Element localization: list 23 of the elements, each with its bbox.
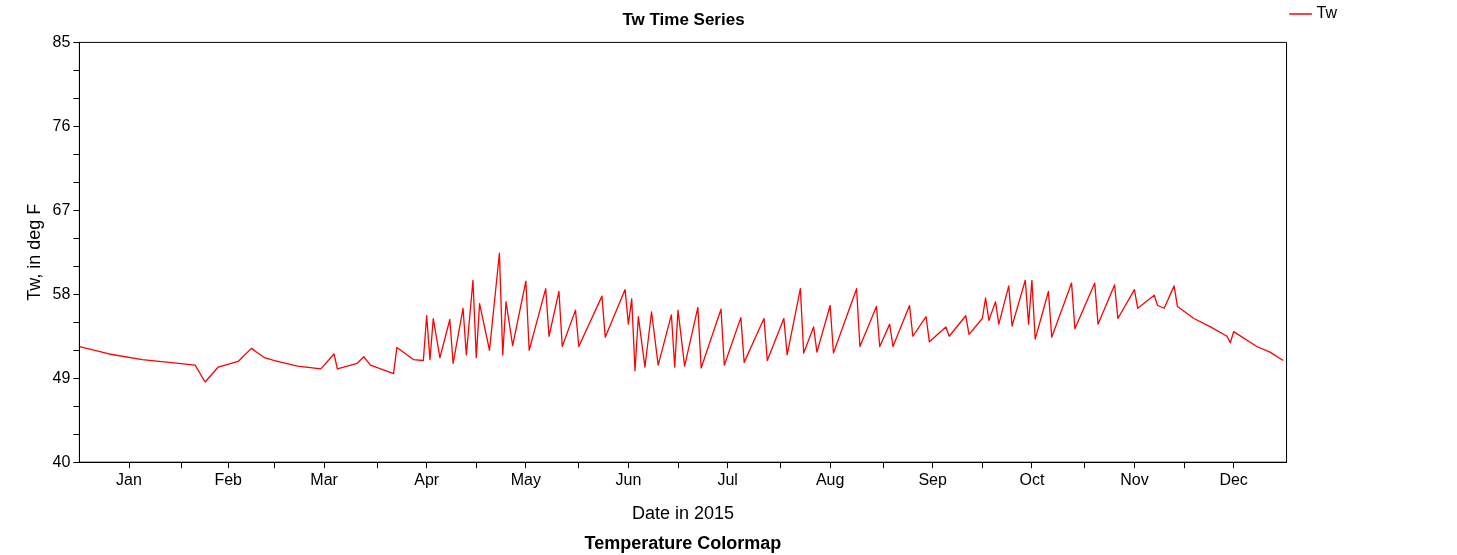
y-tick-label: 58 bbox=[52, 284, 71, 302]
x-axis-title: Date in 2015 bbox=[631, 503, 735, 524]
x-tick-label: Aug bbox=[815, 471, 845, 489]
x-tick-label: Mar bbox=[310, 471, 339, 489]
x-tick-label: Jun bbox=[615, 471, 642, 489]
y-tick-label: 40 bbox=[52, 452, 71, 470]
x-tick-label: Jan bbox=[116, 471, 142, 489]
x-tick-label: Sep bbox=[918, 471, 948, 489]
x-tick-label: May bbox=[510, 471, 541, 489]
text: Temperature Colormap bbox=[584, 532, 782, 553]
x-tick-label: Dec bbox=[1219, 471, 1248, 489]
x-tick-label: Oct bbox=[1019, 471, 1045, 489]
x-tick-label: Feb bbox=[214, 471, 243, 489]
legend-label: Tw bbox=[1316, 4, 1338, 22]
y-tick-label: 76 bbox=[52, 116, 71, 134]
x-tick-label: Nov bbox=[1120, 471, 1149, 489]
y-tick-label: 85 bbox=[52, 32, 71, 50]
x-tick-label: Jul bbox=[717, 471, 738, 489]
chart-title: Tw Time Series bbox=[622, 9, 745, 29]
y-tick-label: 49 bbox=[52, 368, 71, 386]
y-axis-title: Tw, in deg F bbox=[23, 203, 44, 301]
y-tick-label: 67 bbox=[52, 200, 71, 218]
x-tick-label: Apr bbox=[414, 471, 440, 489]
